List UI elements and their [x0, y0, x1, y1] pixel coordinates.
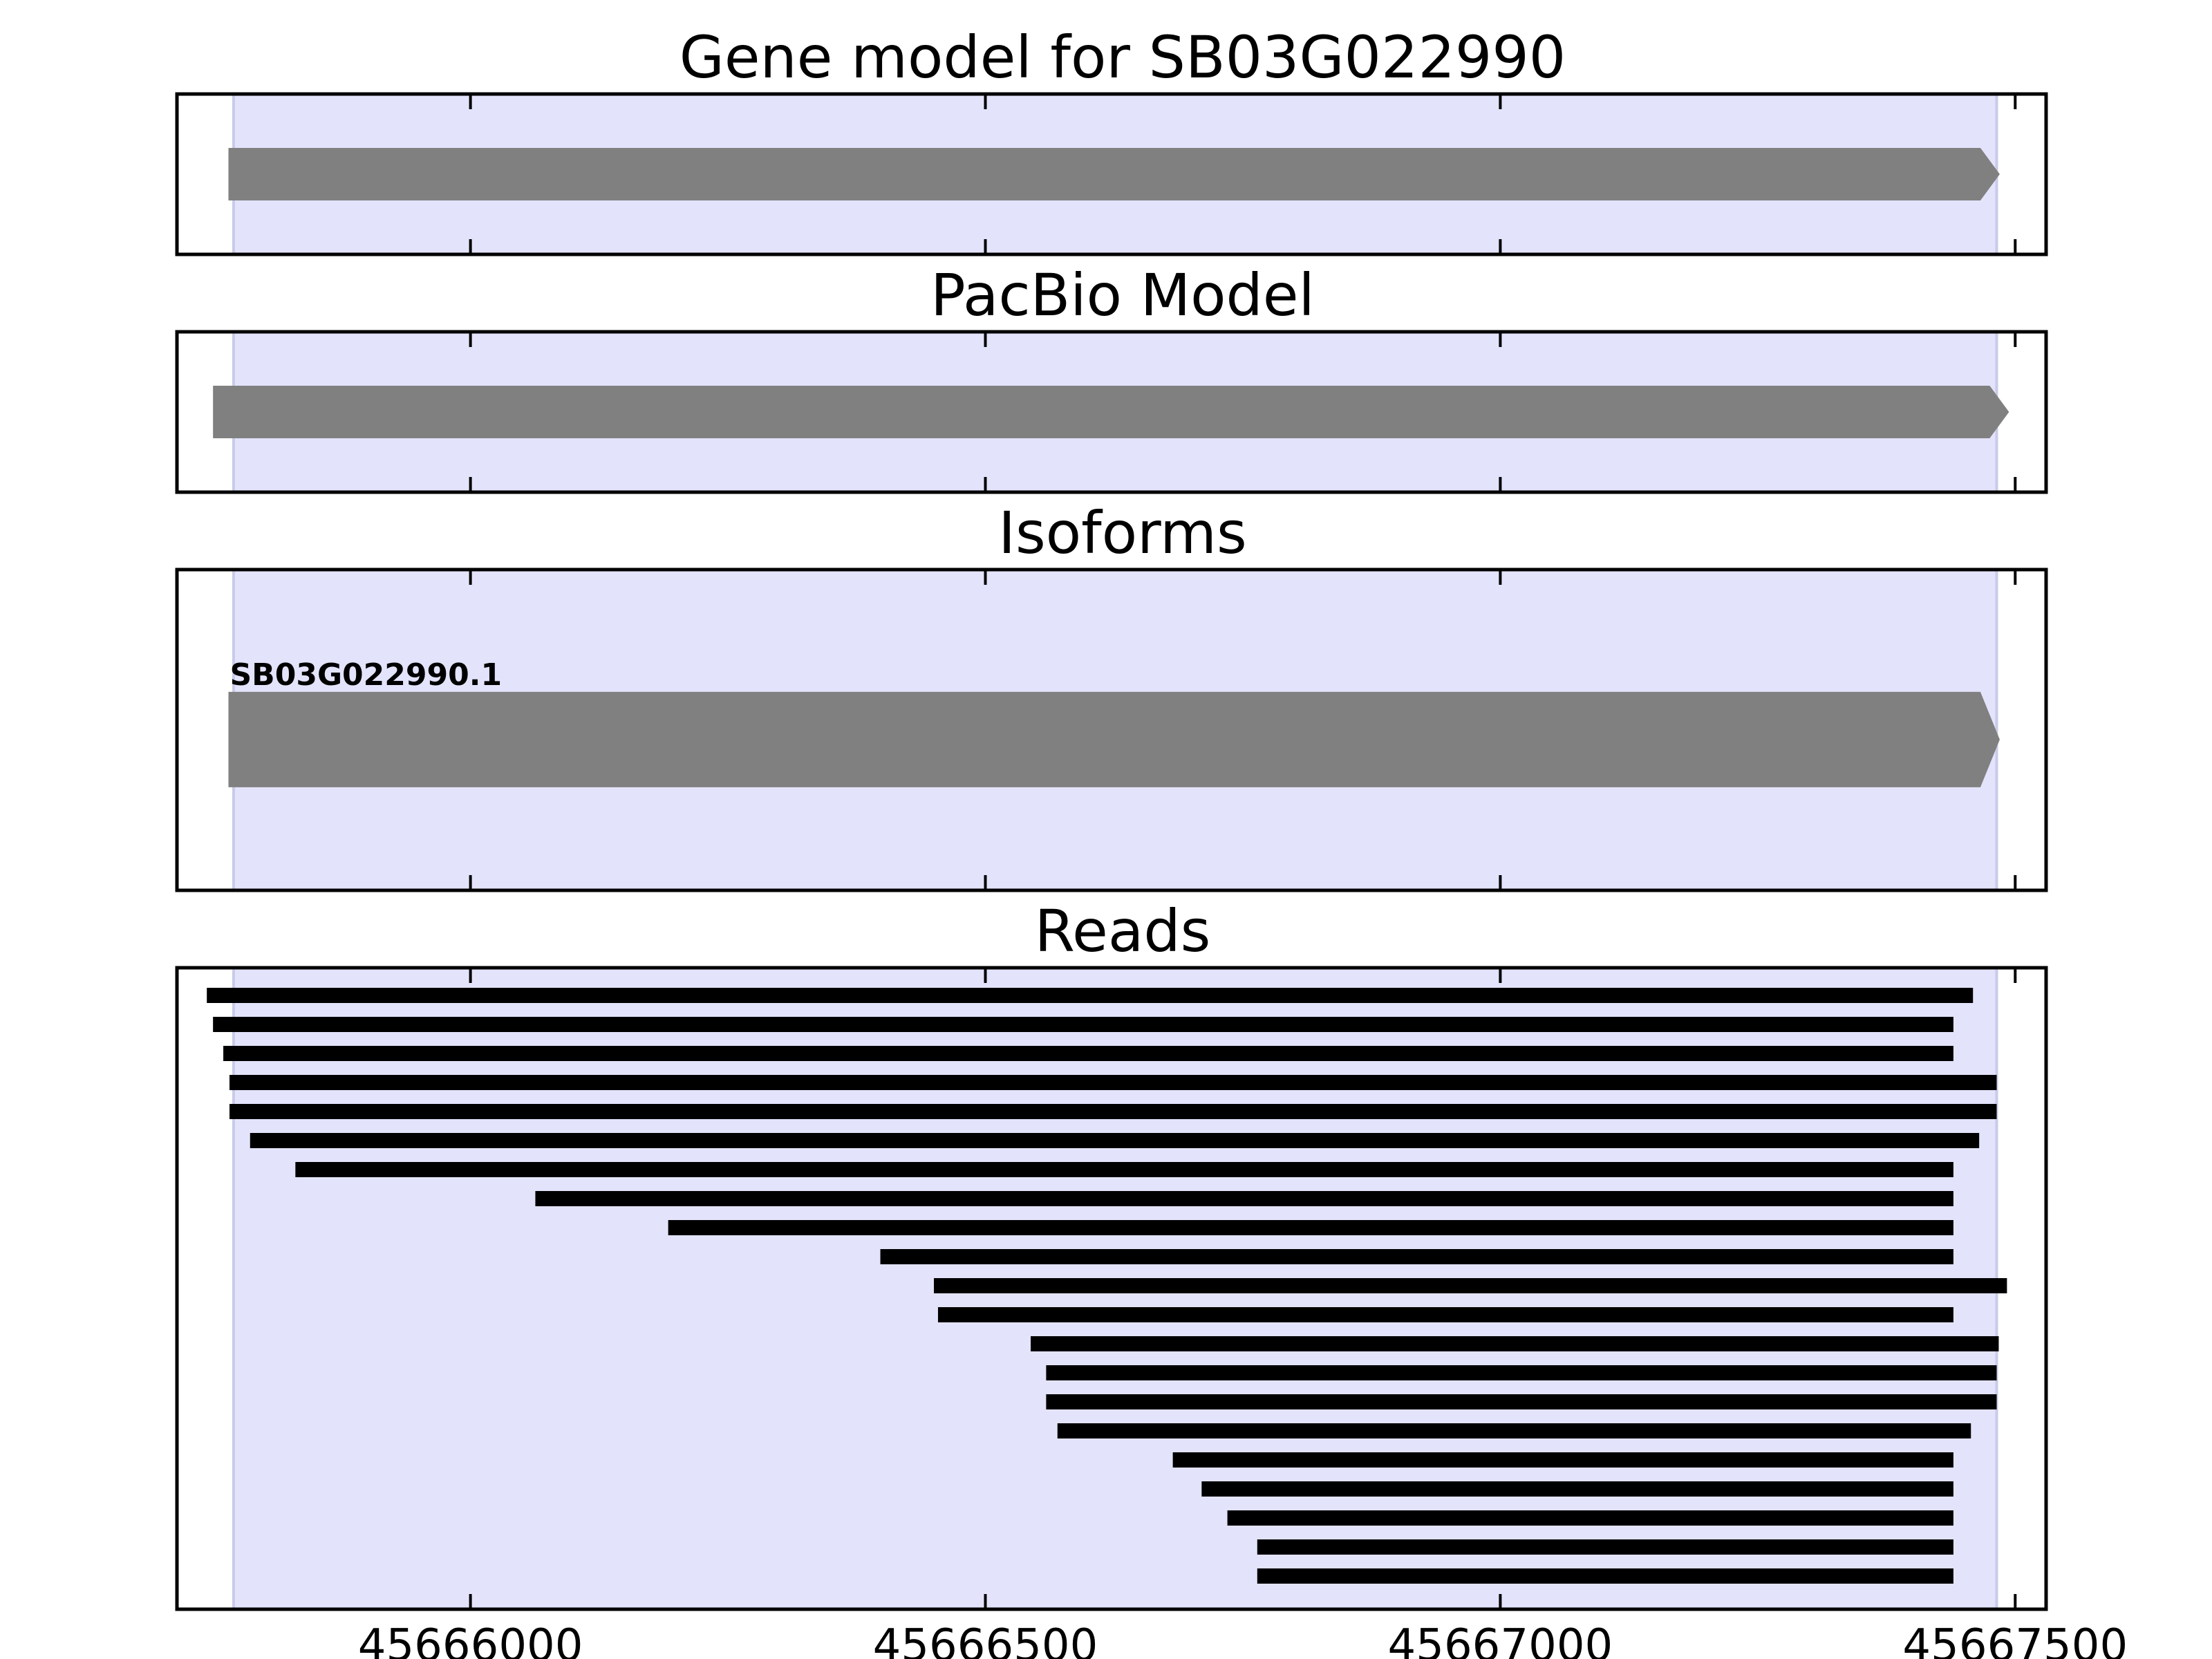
isoform-label: SB03G022990.1: [229, 657, 502, 693]
read-bar: [1227, 1510, 1953, 1526]
x-tick-label: 45667000: [1388, 1620, 1613, 1659]
read-bar: [1257, 1568, 1953, 1584]
read-bar: [535, 1191, 1953, 1206]
read-bar: [229, 1075, 1997, 1090]
panel-title: Reads: [1035, 897, 1211, 965]
x-tick-label: 45666000: [358, 1620, 583, 1659]
panel-frame: [175, 330, 2048, 494]
read-bar: [1046, 1365, 1997, 1380]
isoforms-feature: [228, 691, 2000, 787]
read-bar: [229, 1104, 1997, 1119]
read-bar: [1257, 1539, 1953, 1555]
read-bar: [1046, 1394, 1997, 1409]
read-bar: [295, 1162, 1953, 1177]
read-bar: [880, 1249, 1953, 1264]
read-bar: [223, 1046, 1953, 1061]
read-bar: [213, 1017, 1953, 1032]
x-tick-label: 45667500: [1902, 1620, 2128, 1659]
panel-title: PacBio Model: [930, 261, 1315, 329]
pacbio-model-feature: [213, 386, 2009, 438]
gene-model-feature: [228, 148, 2000, 200]
x-tick-label: 45666500: [873, 1620, 1098, 1659]
read-bar: [937, 1307, 1953, 1322]
read-bar: [250, 1133, 1980, 1148]
panel-title: Gene model for SB03G022990: [679, 24, 1566, 91]
panel-frame: [175, 568, 2048, 892]
read-bar: [1031, 1336, 1999, 1351]
read-bar: [668, 1220, 1953, 1235]
panel-frame: [175, 966, 2048, 1611]
read-bar: [1172, 1452, 1953, 1468]
read-bar: [1201, 1481, 1953, 1497]
read-bar: [934, 1278, 2007, 1293]
read-bar: [1057, 1423, 1971, 1438]
read-bar: [207, 988, 1974, 1003]
panel-title: Isoforms: [998, 499, 1247, 567]
panel-frame: [175, 92, 2048, 256]
